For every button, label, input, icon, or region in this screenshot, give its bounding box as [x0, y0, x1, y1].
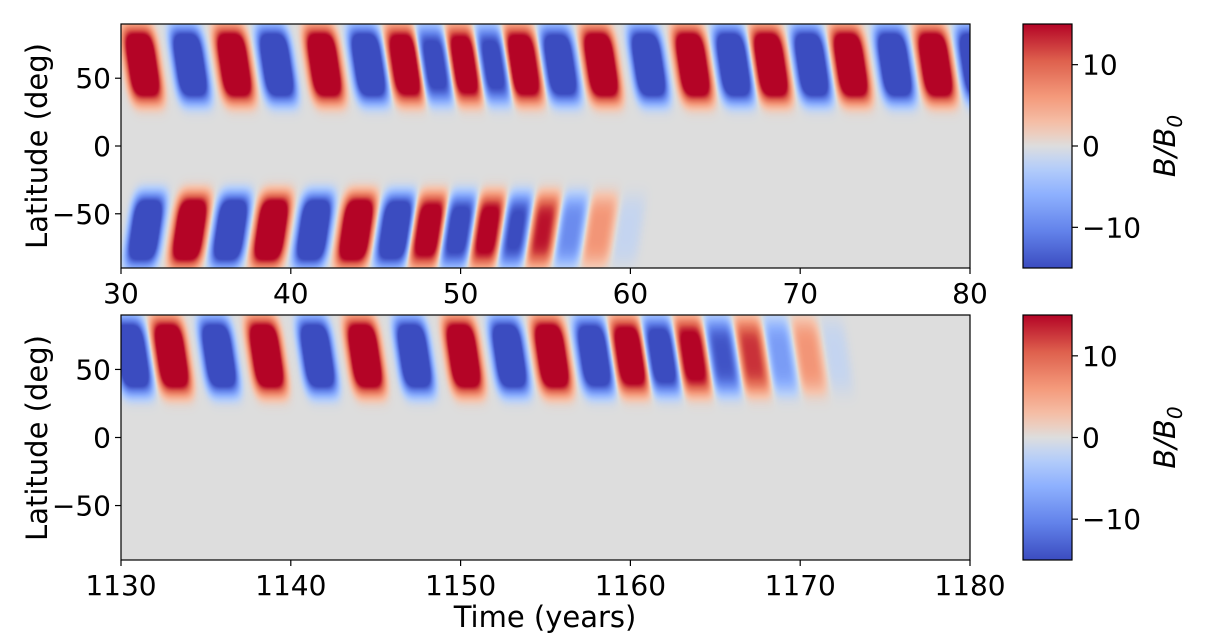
y-tick-label: −50 — [52, 490, 111, 523]
y-tick-label: 50 — [75, 353, 111, 386]
x-tick-label: 1180 — [934, 569, 1005, 602]
colorbar-tick-label: −10 — [1082, 503, 1141, 536]
x-tick-label: 80 — [952, 277, 988, 310]
chart-panel-bottom: 1130 1140 1150 1160 1170 1180 −50 0 50 Latitude (… — [20, 314, 1187, 634]
heatmap-image — [121, 315, 970, 560]
colorbar-tick-label: 0 — [1082, 130, 1100, 163]
x-tick-label: 40 — [273, 277, 309, 310]
colorbar-label: B/B0 — [1148, 406, 1187, 468]
colorbar — [1022, 23, 1073, 269]
colorbar-tick-label: 10 — [1082, 340, 1118, 373]
y-tick-label: 0 — [93, 130, 111, 163]
x-tick-label: 1140 — [255, 569, 326, 602]
chart-panel-top: 30 40 50 60 70 80 −50 0 50 Latitude (deg) −10 0 10 B/… — [20, 23, 1187, 310]
colorbar-tick-label: 0 — [1082, 422, 1100, 455]
x-tick-label: 50 — [443, 277, 479, 310]
colorbar — [1022, 314, 1073, 561]
x-tick-label: 70 — [782, 277, 818, 310]
colorbar-tick-label: −10 — [1082, 211, 1141, 244]
x-tick-label: 30 — [103, 277, 139, 310]
y-axis-label: Latitude (deg) — [20, 335, 54, 541]
y-tick-label: −50 — [52, 198, 111, 231]
x-tick-label: 1170 — [765, 569, 836, 602]
y-tick-label: 50 — [75, 62, 111, 95]
x-tick-label: 1150 — [425, 569, 496, 602]
x-tick-label: 1130 — [85, 569, 156, 602]
x-axis-label: Time (years) — [453, 600, 637, 634]
heatmap-image — [121, 24, 970, 268]
x-tick-label: 60 — [613, 277, 649, 310]
colorbar-tick-label: 10 — [1082, 49, 1118, 82]
y-axis-label: Latitude (deg) — [20, 43, 54, 249]
y-tick-label: 0 — [93, 422, 111, 455]
x-tick-label: 1160 — [595, 569, 666, 602]
colorbar-label: B/B0 — [1148, 115, 1187, 177]
